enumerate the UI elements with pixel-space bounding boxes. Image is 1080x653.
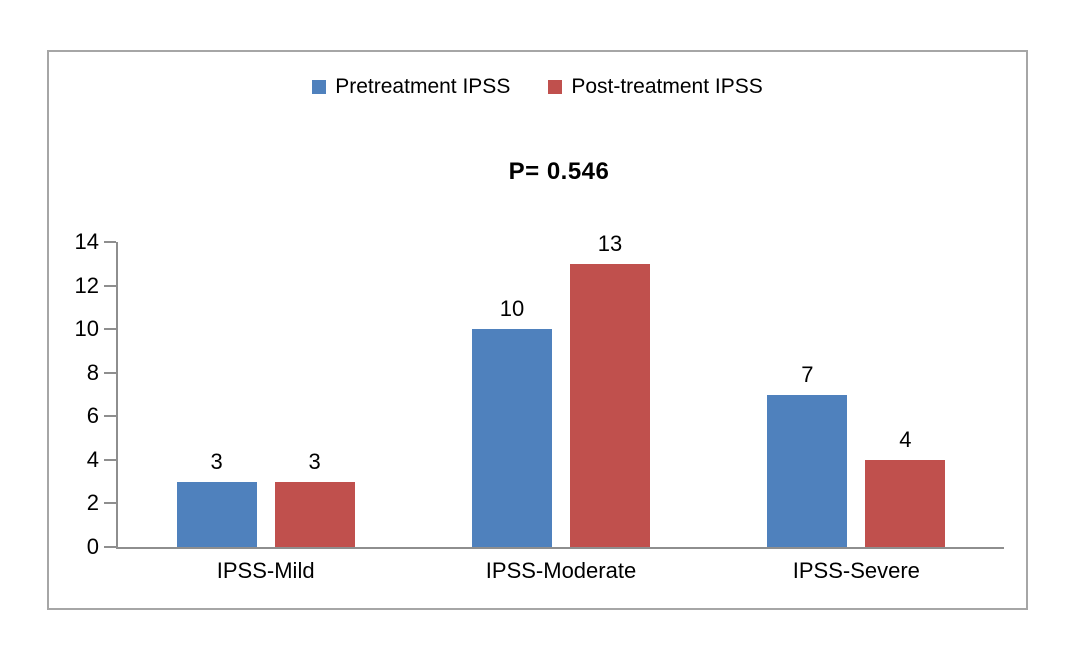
y-tick-label: 6 bbox=[86, 403, 99, 429]
bar-value-label: 13 bbox=[597, 230, 623, 256]
legend-label-pretreatment: Pretreatment IPSS bbox=[335, 75, 511, 98]
category-label-ipss-moderate: IPSS-Moderate bbox=[485, 558, 637, 583]
legend: Pretreatment IPSS Post-treatment IPSS bbox=[49, 76, 1026, 97]
y-tick-label: 8 bbox=[86, 359, 99, 385]
legend-swatch-pretreatment-icon bbox=[312, 79, 327, 94]
legend-swatch-posttreatment-icon bbox=[548, 79, 563, 94]
y-tick-label: 14 bbox=[74, 229, 99, 254]
chart-frame: Pretreatment IPSS Post-treatment IPSS P=… bbox=[47, 50, 1028, 610]
y-tick-label: 4 bbox=[86, 446, 99, 472]
category-labels: IPSS-Mild IPSS-Moderate IPSS-Severe bbox=[118, 560, 1004, 582]
p-value-annotation: P= 0.546 bbox=[508, 158, 610, 185]
y-tick-mark bbox=[104, 415, 116, 418]
category-group-ipss-moderate: 10 13 bbox=[413, 232, 708, 547]
y-tick-label: 10 bbox=[74, 316, 99, 342]
legend-label-posttreatment: Post-treatment IPSS bbox=[571, 75, 763, 98]
bar-value-label: 3 bbox=[210, 448, 223, 474]
bar-pretreatment-ipss-ipss-moderate: 10 bbox=[471, 298, 552, 547]
category-label-ipss-mild: IPSS-Mild bbox=[216, 558, 315, 583]
bar-pretreatment-ipss-ipss-severe: 7 bbox=[767, 363, 848, 547]
y-tick-mark bbox=[104, 546, 116, 548]
category-label-ipss-severe: IPSS-Severe bbox=[792, 558, 920, 583]
bar-pretreatment-ipss-ipss-mild: 3 bbox=[176, 450, 257, 547]
y-tick-mark bbox=[104, 458, 116, 461]
bar-post-treatment-ipss-ipss-severe: 4 bbox=[865, 428, 946, 547]
y-tick-mark bbox=[104, 371, 116, 374]
y-tick-mark bbox=[104, 328, 116, 331]
legend-item-posttreatment: Post-treatment IPSS bbox=[548, 75, 763, 98]
plot-area: 3 3 10 13 7 4 IPSS-Mild IPSS-Moderate IPSS-Seve… bbox=[75, 231, 1004, 582]
y-tick-mark bbox=[104, 241, 116, 243]
bar-post-treatment-ipss-ipss-mild: 3 bbox=[274, 450, 355, 547]
y-tick-mark bbox=[104, 502, 116, 505]
y-tick-mark bbox=[104, 284, 116, 287]
bar-value-label: 7 bbox=[801, 361, 814, 387]
bars: 3 3 10 13 7 4 bbox=[118, 232, 1004, 547]
legend-item-pretreatment: Pretreatment IPSS bbox=[312, 76, 510, 97]
bar-value-label: 10 bbox=[499, 296, 525, 322]
y-tick-label: 0 bbox=[86, 534, 99, 559]
y-tick-label: 2 bbox=[86, 490, 99, 516]
bar-value-label: 3 bbox=[308, 448, 321, 474]
y-tick-label: 12 bbox=[74, 272, 99, 298]
bar-value-label: 4 bbox=[899, 426, 912, 452]
bar-post-treatment-ipss-ipss-moderate: 13 bbox=[569, 232, 650, 547]
